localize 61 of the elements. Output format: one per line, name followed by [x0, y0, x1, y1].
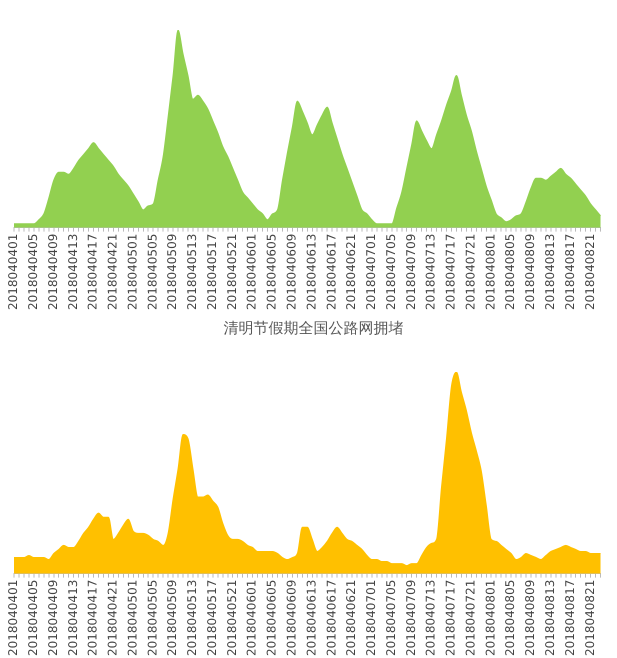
x-tick-label: 2018040401: [6, 580, 20, 656]
x-tick-label: 2018040505: [145, 234, 160, 310]
x-tick-label: 2018040513: [185, 234, 200, 310]
x-tick-label: 2018040601: [244, 580, 259, 656]
x-tick-label: 2018040809: [523, 234, 538, 310]
x-tick-label: 2018040813: [543, 234, 558, 310]
x-tick-label: 2018040505: [145, 580, 160, 656]
x-tick-label: 2018040701: [364, 580, 378, 656]
x-tick-label: 2018040801: [483, 234, 498, 310]
x-tick-label: 2018040517: [204, 580, 219, 656]
x-tick-label: 2018040801: [483, 580, 498, 656]
x-tick-label: 2018040509: [165, 580, 180, 656]
x-tick-label: 2018040405: [26, 234, 40, 310]
x-tick-label: 2018040421: [106, 234, 120, 310]
x-tick-label: 2018040717: [444, 234, 458, 310]
x-tick-label: 2018040509: [165, 234, 180, 310]
x-tick-label: 2018040705: [384, 580, 398, 656]
x-tick-label: 2018040613: [304, 580, 318, 656]
x-tick-label: 2018040817: [562, 580, 577, 656]
x-tick-label: 2018040401: [6, 234, 20, 310]
x-tick-label: 2018040621: [344, 580, 358, 656]
x-tick-label: 2018040417: [86, 580, 100, 656]
x-tick-label: 2018040617: [324, 580, 338, 656]
x-tick-label: 2018040701: [364, 234, 378, 310]
x-tick-label: 2018040709: [404, 580, 418, 656]
x-tick-label: 2018040805: [503, 580, 518, 656]
x-tick-label: 2018040605: [264, 234, 279, 310]
x-tick-label: 2018040809: [523, 580, 538, 656]
x-tick-label: 2018040813: [543, 580, 558, 656]
x-tick-label: 2018040501: [125, 234, 140, 310]
x-tick-label: 2018040605: [264, 580, 279, 656]
x-tick-label: 2018040821: [582, 234, 597, 310]
x-tick-label: 2018040405: [26, 580, 40, 656]
x-tick-label: 2018040817: [562, 234, 577, 310]
x-tick-label: 2018040805: [503, 234, 518, 310]
x-tick-label: 2018040521: [224, 234, 239, 310]
x-tick-label: 2018040621: [344, 234, 358, 310]
x-tick-label: 2018040617: [324, 234, 338, 310]
x-tick-label: 2018040705: [384, 234, 398, 310]
x-tick-label: 2018040513: [185, 580, 200, 656]
x-tick-label: 2018040721: [463, 234, 478, 310]
x-tick-label: 2018040609: [284, 580, 299, 656]
x-tick-label: 2018040421: [106, 580, 120, 656]
x-tick-label: 2018040721: [463, 580, 478, 656]
x-tick-label: 2018040821: [582, 580, 597, 656]
chart-title: 清明节假期全国公路网拥堵: [224, 318, 404, 337]
x-tick-label: 2018040613: [304, 234, 318, 310]
x-tick-label: 2018040713: [424, 580, 438, 656]
x-tick-label: 2018040609: [284, 234, 299, 310]
x-tick-label: 2018040713: [424, 234, 438, 310]
x-tick-label: 2018040521: [224, 580, 239, 656]
x-tick-label: 2018040409: [46, 580, 60, 656]
x-tick-label: 2018040717: [444, 580, 458, 656]
x-tick-label: 2018040517: [204, 234, 219, 310]
x-tick-label: 2018040601: [244, 234, 259, 310]
x-tick-label: 2018040409: [46, 234, 60, 310]
x-tick-label: 2018040413: [66, 580, 80, 656]
x-tick-label: 2018040709: [404, 234, 418, 310]
x-tick-label: 2018040417: [86, 234, 100, 310]
x-tick-label: 2018040501: [125, 580, 140, 656]
x-tick-label: 2018040413: [66, 234, 80, 310]
